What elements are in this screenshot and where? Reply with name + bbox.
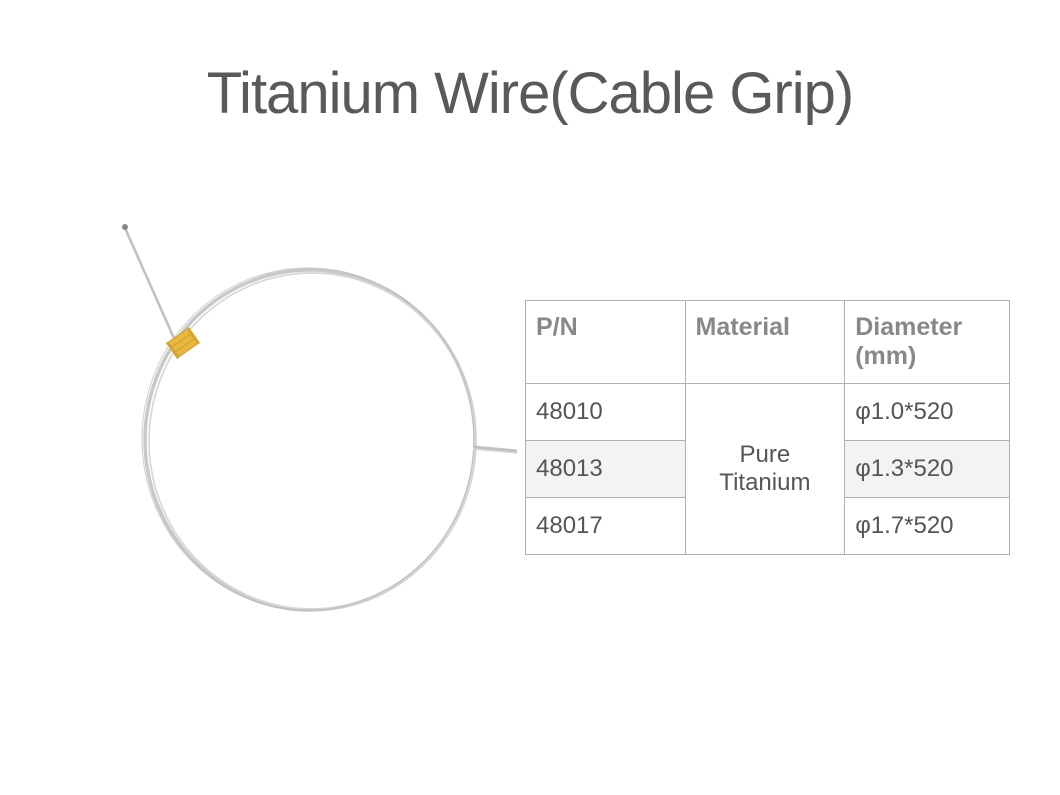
cell-diameter: φ1.7*520 <box>845 498 1010 555</box>
cell-pn: 48013 <box>526 441 686 498</box>
col-diameter: Diameter (mm) <box>845 301 1010 384</box>
product-illustration <box>105 215 525 635</box>
page-title: Titanium Wire(Cable Grip) <box>0 60 1060 127</box>
cell-diameter: φ1.0*520 <box>845 384 1010 441</box>
cell-diameter: φ1.3*520 <box>845 441 1010 498</box>
table-row: 48010 Pure Titanium φ1.0*520 <box>526 384 1010 441</box>
cell-pn: 48010 <box>526 384 686 441</box>
spec-table: P/N Material Diameter (mm) 48010 Pure Ti… <box>525 300 1010 555</box>
table-header-row: P/N Material Diameter (mm) <box>526 301 1010 384</box>
cell-pn: 48017 <box>526 498 686 555</box>
cell-material: Pure Titanium <box>685 384 845 555</box>
col-pn: P/N <box>526 301 686 384</box>
col-material: Material <box>685 301 845 384</box>
